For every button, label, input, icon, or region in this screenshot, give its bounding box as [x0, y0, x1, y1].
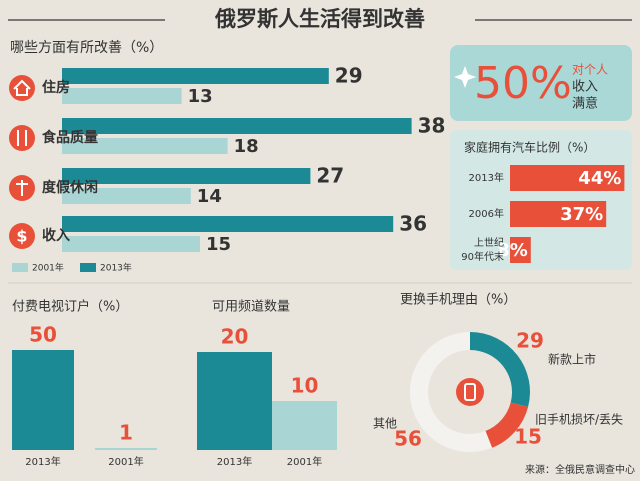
value-label: 38 — [418, 114, 446, 138]
bar — [62, 216, 394, 232]
bar — [62, 236, 200, 252]
icon-food — [9, 125, 35, 151]
value-label: 15 — [514, 425, 542, 449]
category-label: 2006年 — [469, 207, 504, 220]
icon-income-glyph: $ — [16, 227, 27, 246]
phone-glyph — [464, 383, 476, 401]
value-label: 44% — [578, 168, 621, 189]
icon-food-glyph — [17, 130, 27, 146]
bar — [510, 201, 607, 227]
value-label: 37% — [560, 204, 603, 225]
value-label: 50 — [29, 323, 57, 347]
category-label: 上世纪 — [474, 237, 504, 249]
callout-text: 满意 — [572, 96, 598, 112]
category-icons: $ — [9, 75, 35, 249]
category-label: 旧手机损坏/丢失 — [535, 412, 623, 427]
value-label: 36 — [399, 212, 427, 236]
value-label: 29 — [516, 329, 544, 353]
bar — [510, 237, 531, 263]
value-label: 20 — [221, 325, 249, 349]
bar — [62, 118, 412, 134]
icon-income — [9, 223, 35, 249]
value-label: 13 — [188, 86, 213, 107]
icon-house-glyph — [13, 79, 31, 96]
category-label: 收入 — [42, 227, 70, 244]
value-label: 18 — [234, 136, 259, 157]
value-label: 8% — [497, 240, 528, 261]
legend-swatch — [12, 263, 28, 272]
icon-leisure-glyph — [16, 180, 28, 196]
value-label: 27 — [316, 164, 344, 188]
phone-icon — [456, 378, 484, 406]
category-label: 2001年 — [287, 455, 322, 468]
category-label: 2013年 — [217, 455, 252, 468]
value-label: 10 — [291, 374, 319, 398]
callout-value: 50% — [474, 58, 572, 109]
value-label: 56 — [394, 427, 422, 451]
callout-text: 收入 — [572, 80, 598, 95]
legend-label: 2013年 — [100, 262, 132, 274]
source: 来源：全俄民意调查中心 — [525, 463, 635, 476]
bar — [12, 350, 74, 450]
chart-title: 家庭拥有汽车比例（%） — [464, 140, 595, 155]
bar — [510, 165, 625, 191]
chart-title: 付费电视订户（%） — [12, 299, 128, 315]
chart-title: 哪些方面有所改善（%） — [10, 40, 163, 56]
page-title: 俄罗斯人生活得到改善 — [214, 7, 425, 31]
chart-title: 更换手机理由（%） — [400, 293, 516, 308]
category-label: 2013年 — [25, 455, 60, 468]
callout-box — [450, 45, 632, 121]
bar — [62, 138, 228, 154]
value-label: 15 — [206, 234, 231, 255]
legend-swatch — [80, 263, 96, 272]
legend-label: 2001年 — [32, 262, 64, 274]
category-label: 2001年 — [108, 455, 143, 468]
chart-title: 可用频道数量 — [212, 300, 290, 315]
value-label: 1 — [119, 421, 133, 445]
bar — [197, 352, 272, 450]
value-label: 29 — [335, 64, 363, 88]
bar — [62, 88, 182, 104]
donut-segment — [410, 332, 493, 453]
bar — [62, 168, 311, 184]
donut-segment — [485, 402, 529, 448]
category-label: 新款上市 — [548, 352, 596, 367]
bar — [62, 188, 191, 204]
icon-house — [9, 75, 35, 101]
bar — [95, 448, 157, 450]
category-label: 度假休闲 — [42, 179, 98, 196]
category-label: 其他 — [373, 417, 397, 431]
bar — [272, 401, 337, 450]
category-label: 住房 — [42, 79, 70, 96]
category-label: 90年代末 — [461, 250, 504, 263]
sparkle-icon — [454, 66, 476, 88]
category-label: 2013年 — [469, 171, 504, 184]
callout-text: 对个人 — [572, 63, 608, 77]
donut-segment — [470, 332, 530, 407]
category-label: 食品质量 — [42, 129, 98, 146]
bar — [62, 68, 329, 84]
value-label: 14 — [197, 186, 222, 207]
